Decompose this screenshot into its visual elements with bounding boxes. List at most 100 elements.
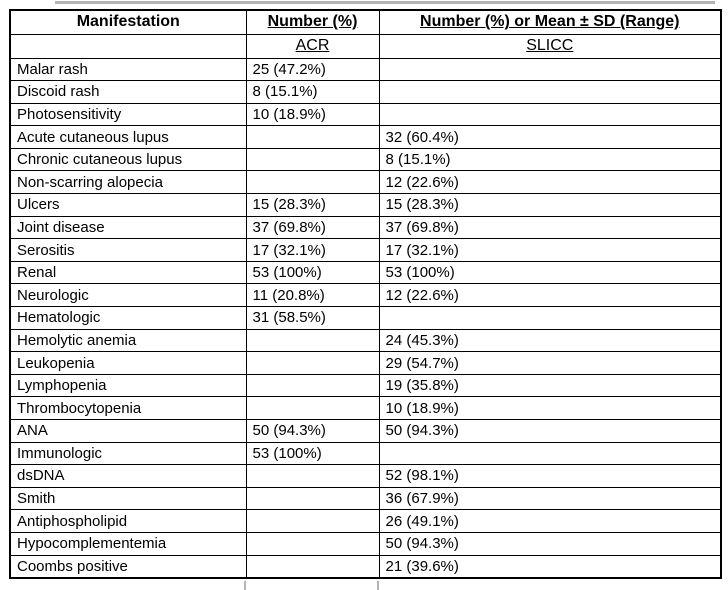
- cell-slicc: [378, 80, 722, 104]
- cell-acr: 50 (94.3%): [245, 419, 380, 443]
- subheader-acr-label: ACR: [295, 37, 330, 54]
- cell-slicc: [378, 306, 722, 330]
- cell-slicc: 37 (69.8%): [378, 215, 722, 240]
- table-row: Joint disease 37 (69.8%) 37 (69.8%): [9, 215, 722, 240]
- table-body: Malar rash 25 (47.2%) Discoid rash 8 (15.1%…: [9, 57, 722, 579]
- cell-acr: [245, 351, 380, 375]
- table-row: Hematologic 31 (58.5%): [9, 306, 722, 330]
- cell-manifestation: Hematologic: [9, 306, 247, 330]
- cell-slicc: 17 (32.1%): [378, 238, 722, 262]
- cell-slicc: 52 (98.1%): [378, 464, 722, 488]
- header-row-sub: ACR SLICC: [9, 33, 722, 59]
- header-row-main: Manifestation Number (%) Number (%) or M…: [9, 9, 722, 35]
- header-manifestation-label: Manifestation: [76, 13, 180, 31]
- cell-acr: 25 (47.2%): [245, 57, 380, 82]
- cell-manifestation: Coombs positive: [9, 554, 247, 579]
- cell-acr: [245, 396, 380, 420]
- table-row: Ulcers 15 (28.3%) 15 (28.3%): [9, 193, 722, 217]
- cell-slicc: 19 (35.8%): [378, 373, 722, 398]
- table-header: Manifestation Number (%) Number (%) or M…: [9, 9, 722, 59]
- cell-manifestation: Immunologic: [9, 441, 247, 466]
- table-row: Serositis 17 (32.1%) 17 (32.1%): [9, 238, 722, 262]
- cell-manifestation: Chronic cutaneous lupus: [9, 147, 247, 172]
- cell-acr: 31 (58.5%): [245, 306, 380, 330]
- cell-manifestation: ANA: [9, 419, 247, 443]
- header-number-acr-label: Number (%): [267, 13, 358, 31]
- table-row: Malar rash 25 (47.2%): [9, 57, 722, 82]
- cell-slicc: 24 (45.3%): [378, 328, 722, 353]
- header-number-slicc: Number (%) or Mean ± SD (Range): [378, 9, 722, 35]
- cell-manifestation: Photosensitivity: [9, 102, 247, 127]
- cell-manifestation: Smith: [9, 486, 247, 511]
- cell-acr: 53 (100%): [245, 260, 380, 285]
- cell-slicc: [378, 57, 722, 82]
- cell-slicc: 12 (22.6%): [378, 283, 722, 308]
- cell-slicc: 36 (67.9%): [378, 486, 722, 511]
- cell-acr: [245, 554, 380, 579]
- cell-slicc: 29 (54.7%): [378, 351, 722, 375]
- cell-manifestation: Malar rash: [9, 57, 247, 82]
- cell-slicc: 53 (100%): [378, 260, 722, 285]
- cell-slicc: 32 (60.4%): [378, 125, 722, 149]
- cell-manifestation: Neurologic: [9, 283, 247, 308]
- table-row: Lymphopenia 19 (35.8%): [9, 373, 722, 398]
- cell-slicc: 8 (15.1%): [378, 147, 722, 172]
- cell-acr: 11 (20.8%): [245, 283, 380, 308]
- cell-slicc: 26 (49.1%): [378, 509, 722, 533]
- cell-slicc: 21 (39.6%): [378, 554, 722, 579]
- cell-manifestation: Non-scarring alopecia: [9, 170, 247, 195]
- cell-manifestation: Discoid rash: [9, 80, 247, 104]
- table-row: Photosensitivity 10 (18.9%): [9, 102, 722, 127]
- cell-manifestation: Ulcers: [9, 193, 247, 217]
- cell-manifestation: Hemolytic anemia: [9, 328, 247, 353]
- table-row: Smith 36 (67.9%): [9, 486, 722, 511]
- subheader-empty: [9, 33, 247, 59]
- table-row: Discoid rash 8 (15.1%): [9, 80, 722, 104]
- cell-slicc: 50 (94.3%): [378, 419, 722, 443]
- table-row: Hemolytic anemia 24 (45.3%): [9, 328, 722, 353]
- table-row: Chronic cutaneous lupus 8 (15.1%): [9, 147, 722, 172]
- cell-acr: [245, 531, 380, 556]
- grid-stub-left: [244, 581, 246, 590]
- cell-manifestation: Leukopenia: [9, 351, 247, 375]
- cell-acr: [245, 486, 380, 511]
- cell-acr: [245, 464, 380, 488]
- cell-slicc: [378, 102, 722, 127]
- manifestation-table: Manifestation Number (%) Number (%) or M…: [9, 9, 722, 579]
- cell-manifestation: Hypocomplementemia: [9, 531, 247, 556]
- cell-acr: 37 (69.8%): [245, 215, 380, 240]
- cell-manifestation: Antiphospholipid: [9, 509, 247, 533]
- cell-manifestation: dsDNA: [9, 464, 247, 488]
- cell-slicc: 12 (22.6%): [378, 170, 722, 195]
- cell-slicc: 10 (18.9%): [378, 396, 722, 420]
- cell-acr: [245, 328, 380, 353]
- table-row: Neurologic 11 (20.8%) 12 (22.6%): [9, 283, 722, 308]
- table-row: Immunologic 53 (100%): [9, 441, 722, 466]
- grid-stub-right: [377, 581, 379, 590]
- cell-acr: [245, 170, 380, 195]
- cell-manifestation: Serositis: [9, 238, 247, 262]
- cell-acr: [245, 373, 380, 398]
- cell-acr: 10 (18.9%): [245, 102, 380, 127]
- subheader-slicc: SLICC: [378, 33, 722, 59]
- table-row: Hypocomplementemia 50 (94.3%): [9, 531, 722, 556]
- cell-acr: 15 (28.3%): [245, 193, 380, 217]
- cell-manifestation: Renal: [9, 260, 247, 285]
- cell-manifestation: Joint disease: [9, 215, 247, 240]
- cell-acr: 8 (15.1%): [245, 80, 380, 104]
- table-row: ANA 50 (94.3%) 50 (94.3%): [9, 419, 722, 443]
- cell-manifestation: Lymphopenia: [9, 373, 247, 398]
- table-row: Renal 53 (100%) 53 (100%): [9, 260, 722, 285]
- cell-acr: 17 (32.1%): [245, 238, 380, 262]
- table-row: Leukopenia 29 (54.7%): [9, 351, 722, 375]
- cell-acr: 53 (100%): [245, 441, 380, 466]
- cell-manifestation: Thrombocytopenia: [9, 396, 247, 420]
- cell-slicc: 50 (94.3%): [378, 531, 722, 556]
- table-row: Thrombocytopenia 10 (18.9%): [9, 396, 722, 420]
- header-manifestation: Manifestation: [9, 9, 247, 35]
- cell-manifestation: Acute cutaneous lupus: [9, 125, 247, 149]
- cell-acr: [245, 509, 380, 533]
- header-number-slicc-label: Number (%) or Mean ± SD (Range): [420, 13, 680, 31]
- cell-slicc: [378, 441, 722, 466]
- table-row: Acute cutaneous lupus 32 (60.4%): [9, 125, 722, 149]
